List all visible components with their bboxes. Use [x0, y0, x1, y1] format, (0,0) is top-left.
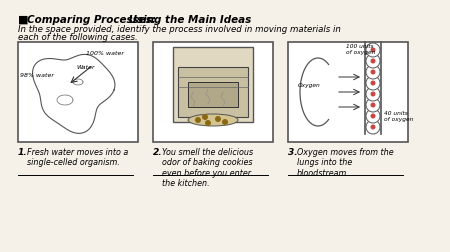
Circle shape	[370, 125, 375, 130]
Text: 40 units: 40 units	[384, 111, 408, 115]
Text: Using the Main Ideas: Using the Main Ideas	[125, 15, 251, 25]
Text: 3.: 3.	[288, 147, 297, 156]
Circle shape	[366, 66, 380, 80]
Circle shape	[195, 117, 201, 123]
Ellipse shape	[188, 115, 238, 127]
Circle shape	[366, 44, 380, 58]
Text: of oxygen: of oxygen	[384, 116, 414, 121]
Text: Fresh water moves into a
single-celled organism.: Fresh water moves into a single-celled o…	[27, 147, 128, 167]
Text: You smell the delicious
odor of baking cookies
even before you enter
the kitchen: You smell the delicious odor of baking c…	[162, 147, 253, 187]
Bar	[18, 43, 138, 142]
Text: ■: ■	[18, 15, 28, 25]
Bar	[188, 83, 238, 108]
Circle shape	[366, 110, 380, 123]
Circle shape	[366, 55, 380, 69]
Text: 2.: 2.	[153, 147, 162, 156]
Circle shape	[366, 88, 380, 102]
Bar	[288, 43, 408, 142]
Circle shape	[370, 114, 375, 119]
Circle shape	[215, 116, 221, 122]
Text: In the space provided, identify the process involved in moving materials in: In the space provided, identify the proc…	[18, 25, 341, 34]
Circle shape	[205, 120, 211, 127]
Circle shape	[370, 81, 375, 86]
Text: of oxygen: of oxygen	[346, 50, 375, 55]
Circle shape	[370, 103, 375, 108]
Bar	[178, 68, 248, 117]
Circle shape	[366, 99, 380, 113]
Bar	[153, 43, 273, 142]
Circle shape	[366, 120, 380, 135]
Text: Oxygen moves from the
lungs into the
bloodstream.: Oxygen moves from the lungs into the blo…	[297, 147, 394, 177]
Text: Comparing Processes:: Comparing Processes:	[27, 15, 156, 25]
Text: 1.: 1.	[18, 147, 27, 156]
Circle shape	[202, 115, 208, 120]
Circle shape	[370, 92, 375, 97]
Circle shape	[222, 119, 228, 125]
Bar	[173, 48, 253, 122]
Circle shape	[366, 77, 380, 91]
Text: Water: Water	[76, 65, 94, 70]
Text: Oxygen: Oxygen	[298, 83, 321, 88]
Text: 98% water: 98% water	[20, 73, 54, 78]
Circle shape	[370, 59, 375, 64]
Text: 100 units: 100 units	[346, 44, 374, 49]
Circle shape	[370, 70, 375, 75]
Circle shape	[370, 48, 375, 53]
Text: each of the following cases.: each of the following cases.	[18, 33, 138, 42]
Text: 100% water: 100% water	[86, 51, 124, 56]
